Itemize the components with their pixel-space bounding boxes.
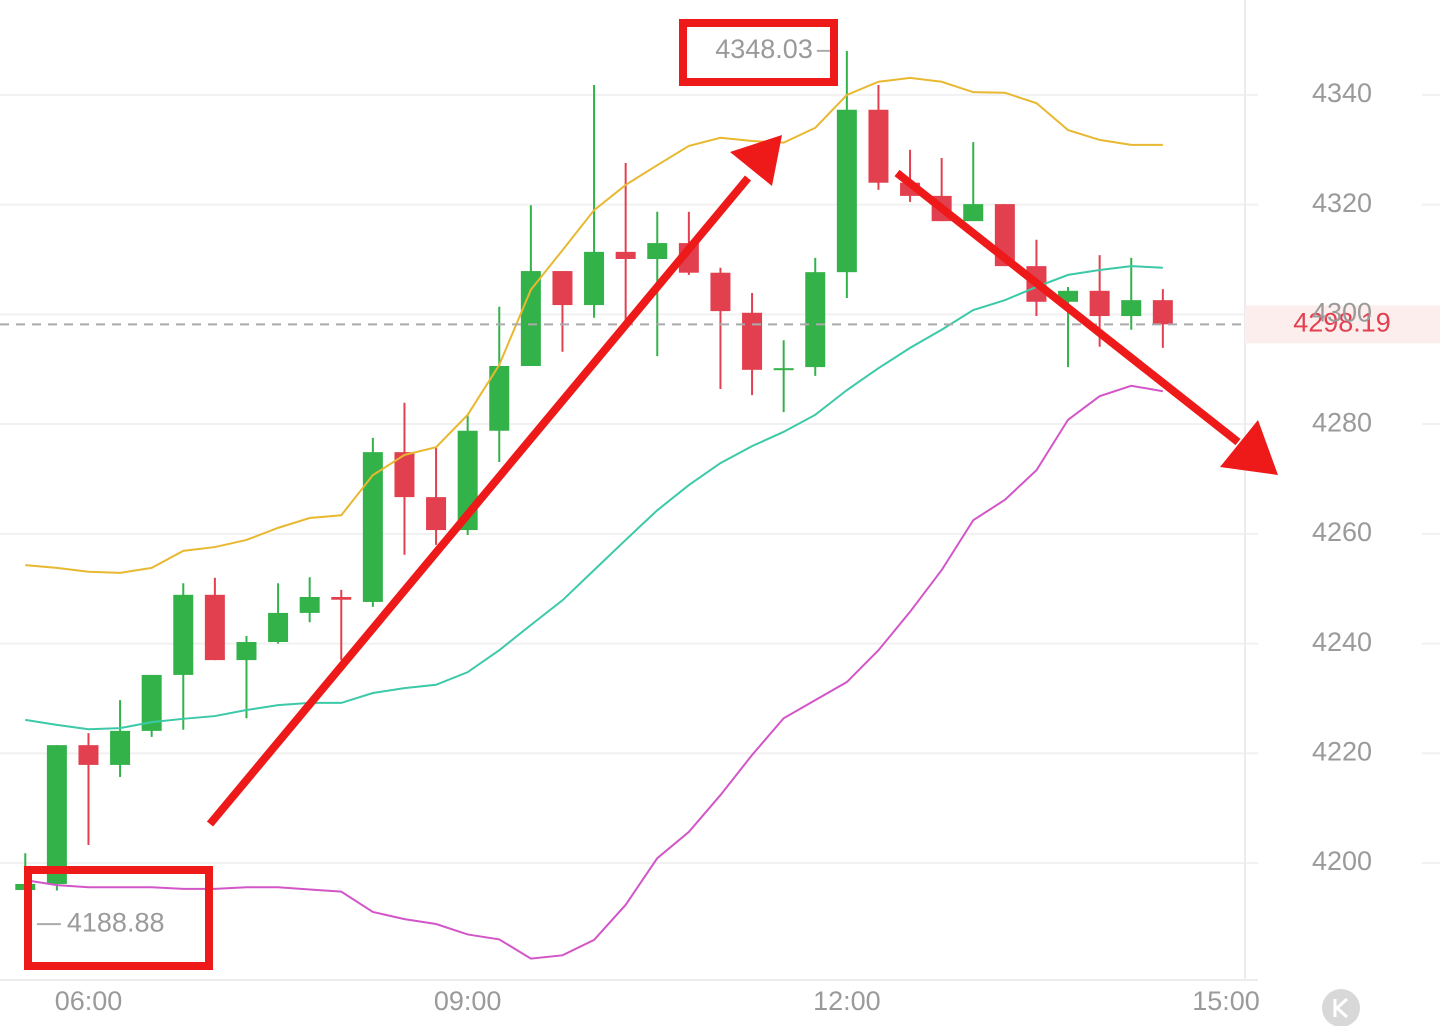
candle-body (110, 730, 131, 765)
y-tick-label: 4200 (1312, 846, 1372, 876)
candle-body (742, 312, 763, 370)
x-tick-label: 15:00 (1192, 986, 1260, 1016)
candle-body (520, 271, 541, 366)
candle-body (836, 109, 857, 273)
candle-body (1058, 290, 1079, 302)
candle-body (647, 243, 668, 259)
y-tick-label: 4300 (1312, 298, 1372, 328)
candle-body (773, 368, 794, 371)
x-tick-label: 06:00 (55, 986, 123, 1016)
plot-area (15, 50, 1173, 960)
max-label: 4348.03 (715, 34, 813, 64)
candle-body (805, 272, 826, 368)
min-label: 4188.88 (67, 907, 165, 937)
candle-body (173, 594, 194, 675)
trend-annotations (24, 19, 1278, 970)
highlight-box (24, 866, 213, 970)
candle-body (868, 109, 889, 183)
band-line (25, 384, 1164, 960)
y-tick-label: 4340 (1312, 78, 1372, 108)
candle-body (141, 674, 162, 731)
candle-body (615, 251, 636, 259)
down-arrow (894, 169, 1241, 446)
candle-body (963, 204, 984, 222)
candle-body (394, 452, 415, 498)
candle-body (1152, 300, 1173, 325)
annotations: 4298.19 4348.03 4188.88 (0, 34, 1440, 937)
y-tick-label: 4320 (1312, 188, 1372, 218)
candle-body (46, 745, 67, 884)
x-tick-label: 12:00 (813, 986, 881, 1016)
up-arrow-head (730, 135, 782, 186)
k-icon[interactable] (1322, 989, 1360, 1026)
y-tick-label: 4260 (1312, 517, 1372, 547)
candle-body (489, 365, 510, 431)
candle-body (710, 272, 731, 312)
candle-body (236, 641, 257, 661)
y-tick-label: 4220 (1312, 737, 1372, 767)
candle-body (78, 745, 99, 765)
x-tick-label: 09:00 (434, 986, 502, 1016)
candle-body (331, 596, 352, 600)
band-line (25, 76, 1163, 574)
down-arrow-head (1220, 420, 1278, 475)
candle-body (1089, 290, 1110, 317)
y-tick-label: 4280 (1312, 407, 1372, 437)
up-arrow (206, 175, 752, 827)
candle-body (204, 594, 225, 661)
candle-body (299, 596, 320, 613)
band-line (25, 265, 1163, 731)
candle-body (362, 452, 383, 602)
candle-body (268, 612, 289, 642)
y-tick-label: 4240 (1312, 627, 1372, 657)
last-price-bg (1245, 305, 1440, 344)
candle-body (426, 497, 447, 531)
candle-body (584, 251, 605, 306)
candle-body (1121, 300, 1142, 317)
last-price-label: 4298.19 (1293, 307, 1391, 337)
highlight-box (679, 19, 838, 86)
candle-body (552, 271, 573, 306)
